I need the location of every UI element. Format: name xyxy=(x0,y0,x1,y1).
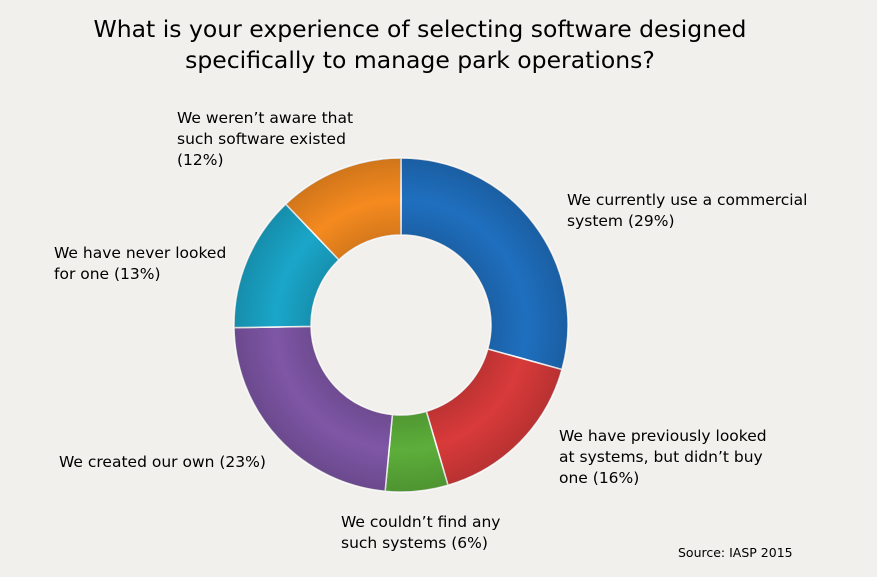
label-created-line-1: We created our own (23%) xyxy=(59,453,266,471)
chart-title: What is your experience of selecting sof… xyxy=(0,14,840,76)
label-couldnt-line-1: We couldn’t find any xyxy=(341,513,501,531)
label-previously-looked: We have previously looked at systems, bu… xyxy=(559,426,767,489)
slice-previously-looked xyxy=(425,348,563,487)
label-created-own: We created our own (23%) xyxy=(59,452,266,473)
label-not-aware-line-3: (12%) xyxy=(177,151,224,169)
slice-commercial-system xyxy=(400,157,569,371)
label-not-aware-line-1: We weren’t aware that xyxy=(177,109,354,127)
chart-title-line-2: specifically to manage park operations? xyxy=(185,46,655,74)
label-not-aware: We weren’t aware that such software exis… xyxy=(177,108,353,171)
label-commercial-line-2: system (29%) xyxy=(567,212,675,230)
label-previously-line-1: We have previously looked xyxy=(559,427,767,445)
label-never-line-1: We have never looked xyxy=(54,244,227,262)
chart-title-line-1: What is your experience of selecting sof… xyxy=(93,15,747,43)
source-note: Source: IASP 2015 xyxy=(678,545,793,560)
label-previously-line-2: at systems, but didn’t buy xyxy=(559,448,763,466)
label-never-line-2: for one (13%) xyxy=(54,265,161,283)
label-never-looked: We have never looked for one (13%) xyxy=(54,243,226,285)
label-not-aware-line-2: such software existed xyxy=(177,130,346,148)
label-previously-line-3: one (16%) xyxy=(559,469,640,487)
label-couldnt-find: We couldn’t find any such systems (6%) xyxy=(341,512,500,554)
label-commercial-line-1: We currently use a commercial xyxy=(567,191,808,209)
label-couldnt-line-2: such systems (6%) xyxy=(341,534,488,552)
label-commercial-system: We currently use a commercial system (29… xyxy=(567,190,807,232)
